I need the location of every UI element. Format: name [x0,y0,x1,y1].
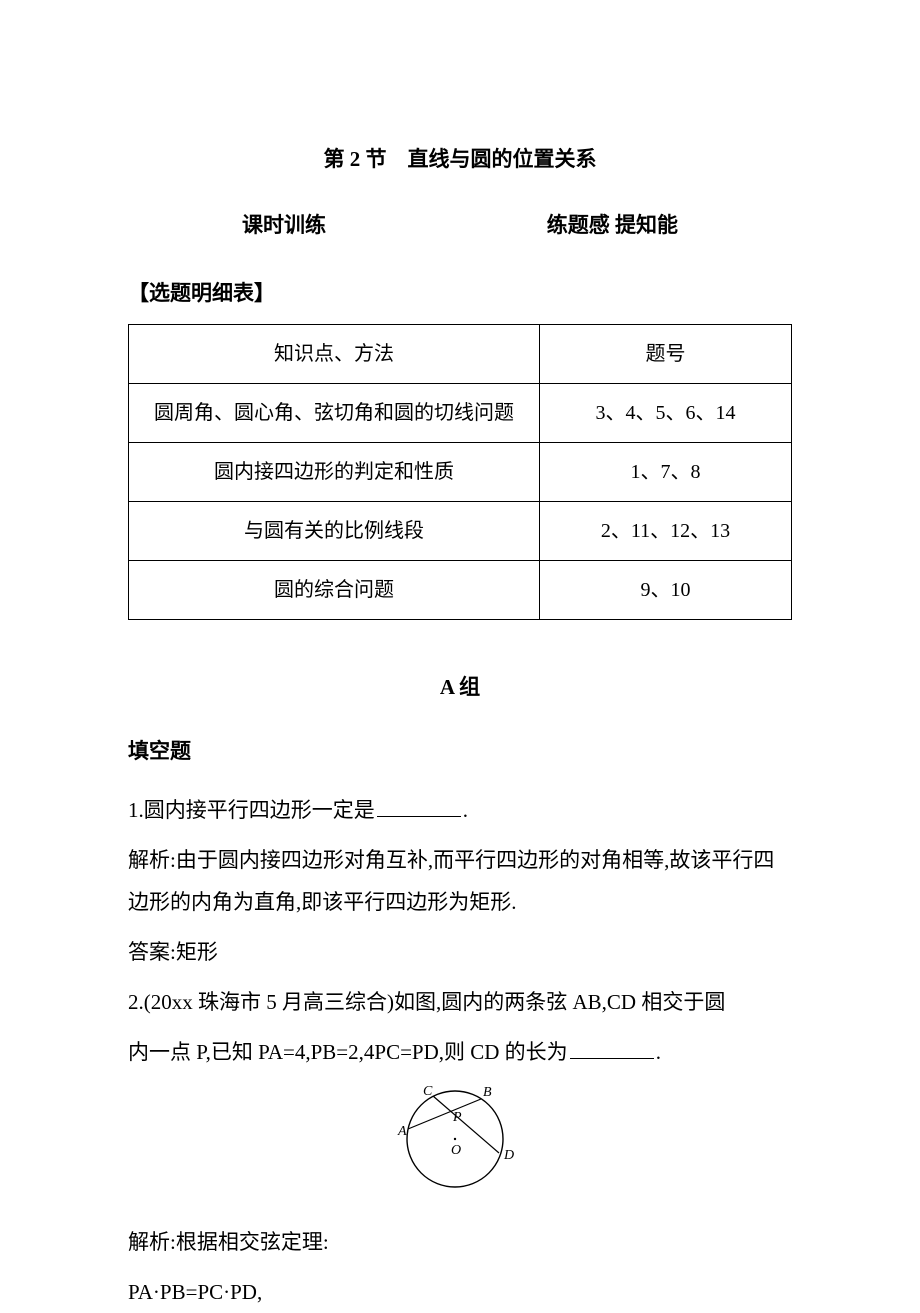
q2-analysis: 解析:根据相交弦定理: [128,1221,792,1263]
q2-stem-line2-prefix: 内一点 P,已知 PA=4,PB=2,4PC=PD,则 CD 的长为 [128,1040,568,1064]
table-row: 圆内接四边形的判定和性质 1、7、8 [129,442,792,501]
answer-blank [570,1038,654,1059]
table-cell: 圆周角、圆心角、弦切角和圆的切线问题 [129,383,540,442]
subtitle-right: 练题感 提知能 [547,206,678,246]
table-cell: 圆内接四边形的判定和性质 [129,442,540,501]
table-cell: 1、7、8 [540,442,792,501]
table-cell: 圆的综合问题 [129,560,540,619]
label-p: P [452,1110,462,1125]
q1-answer: 答案:矩形 [128,931,792,973]
q1-stem-prefix: 1.圆内接平行四边形一定是 [128,798,375,822]
q1-stem-suffix: . [463,798,468,822]
question-type: 填空题 [128,732,792,772]
table-row: 与圆有关的比例线段 2、11、12、13 [129,501,792,560]
label-o: O [451,1143,461,1158]
q1-stem: 1.圆内接平行四边形一定是. [128,789,792,831]
table-cell: 9、10 [540,560,792,619]
answer-blank [377,796,461,817]
table-cell: 3、4、5、6、14 [540,383,792,442]
chord-ab [408,1099,481,1129]
label-d: D [503,1148,514,1163]
label-b: B [483,1085,492,1100]
label-c: C [423,1084,433,1099]
q2-stem-line2: 内一点 P,已知 PA=4,PB=2,4PC=PD,则 CD 的长为. [128,1031,792,1073]
table-cell: 2、11、12、13 [540,501,792,560]
table-row: 圆周角、圆心角、弦切角和圆的切线问题 3、4、5、6、14 [129,383,792,442]
center-dot [454,1138,456,1140]
q2-stem-line2-suffix: . [656,1040,661,1064]
q1-analysis: 解析:由于圆内接四边形对角互补,而平行四边形的对角相等,故该平行四边形的内角为直… [128,839,792,923]
page-title: 第 2 节 直线与圆的位置关系 [128,140,792,180]
q2-figure: A B C D P O [128,1081,792,1208]
topic-table: 知识点、方法 题号 圆周角、圆心角、弦切角和圆的切线问题 3、4、5、6、14 … [128,324,792,620]
group-label: A 组 [128,668,792,708]
table-header-row: 知识点、方法 题号 [129,324,792,383]
circle-diagram-svg: A B C D P O [385,1081,535,1197]
table-header-col2: 题号 [540,324,792,383]
table-row: 圆的综合问题 9、10 [129,560,792,619]
table-cell: 与圆有关的比例线段 [129,501,540,560]
label-a: A [397,1124,407,1139]
table-header-col1: 知识点、方法 [129,324,540,383]
subtitle-row: 课时训练 练题感 提知能 [128,206,792,246]
table-section-label: 【选题明细表】 [128,274,792,314]
subtitle-left: 课时训练 [242,206,326,246]
q2-formula: PA·PB=PC·PD, [128,1271,792,1313]
q2-stem-line1: 2.(20xx 珠海市 5 月高三综合)如图,圆内的两条弦 AB,CD 相交于圆 [128,981,792,1023]
